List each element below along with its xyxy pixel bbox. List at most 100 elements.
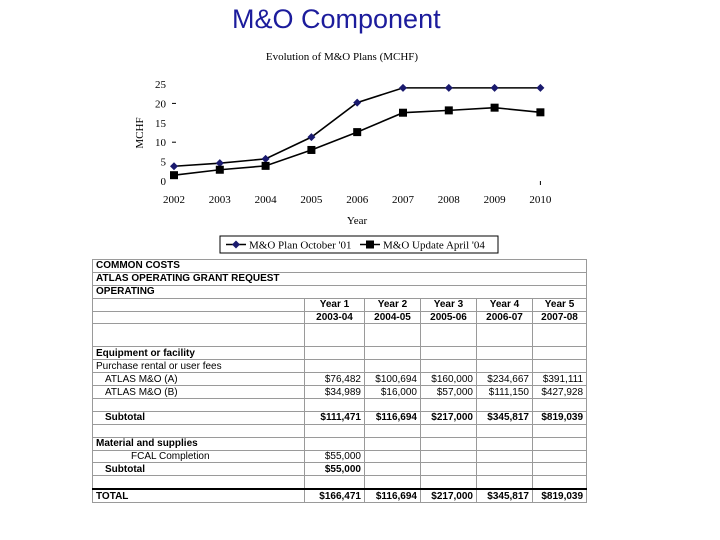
data-point-square — [215, 165, 224, 174]
data-point-diamond — [444, 83, 453, 92]
atlas-b-value: $427,928 — [531, 385, 588, 400]
header-operating: OPERATING — [91, 284, 588, 299]
total-value: $116,694 — [364, 488, 421, 504]
equipment-title: Equipment or facility — [92, 346, 305, 361]
year-4-header: Year 4 — [476, 297, 533, 312]
table-row-total: TOTAL $166,471 $116,694 $217,000 $345,81… — [92, 488, 588, 504]
x-tick-label: 2009 — [484, 194, 507, 206]
x-tick-label: 2010 — [529, 194, 552, 206]
data-point-diamond — [170, 162, 178, 171]
header-grant-request: ATLAS OPERATING GRANT REQUEST — [91, 271, 588, 286]
legend-marker-square — [366, 240, 374, 249]
header-common-costs: COMMON COSTS — [91, 259, 588, 273]
total-value: $345,817 — [476, 488, 533, 504]
atlas-b-value: $111,150 — [476, 385, 533, 400]
atlas-b-value: $57,000 — [420, 385, 477, 400]
data-point-square — [261, 161, 270, 170]
data-point-diamond — [215, 159, 224, 168]
subtotal-equipment-value: $111,471 — [304, 410, 365, 425]
subtotal-equipment-label: Subtotal — [92, 410, 305, 425]
y-tick-label: 20 — [155, 98, 167, 110]
y-tick-label: 0 — [161, 176, 167, 188]
data-point-square — [353, 128, 362, 137]
total-label: TOTAL — [92, 488, 305, 504]
year-1-header: Year 1 — [304, 297, 365, 312]
subtotal-equipment-value: $345,817 — [476, 410, 533, 425]
line-chart: Evolution of M&O Plans (MCHF) 0 5 10 15 20 25 M… — [134, 51, 552, 254]
slide-title: M&O Component — [232, 4, 441, 34]
subtotal-material-value: $55,000 — [304, 462, 365, 477]
budget-table: COMMON COSTS ATLAS OPERATING GRANT REQUE… — [91, 259, 588, 504]
atlas-a-value: $391,111 — [531, 372, 588, 387]
fcal-value: $55,000 — [304, 449, 365, 464]
year-2-header: Year 2 — [364, 297, 421, 312]
series-line-2 — [173, 106, 541, 176]
table-row-subtotal-material: Subtotal $55,000 — [92, 462, 588, 477]
period-1: 2003-04 — [304, 310, 365, 325]
data-point-square — [170, 171, 178, 180]
data-point-diamond — [399, 83, 407, 92]
data-point-square — [444, 106, 453, 115]
legend-marker-diamond — [232, 240, 240, 249]
subtotal-equipment-value: $217,000 — [420, 410, 477, 425]
table-row-atlas-b: ATLAS M&O (B) $34,989 $16,000 $57,000 $1… — [92, 385, 588, 400]
atlas-b-label: ATLAS M&O (B) — [92, 385, 305, 400]
data-point-diamond — [353, 98, 362, 107]
total-value: $217,000 — [420, 488, 477, 504]
x-tick-label: 2005 — [300, 194, 323, 206]
x-axis-label: Year — [347, 215, 368, 227]
table-row-atlas-a: ATLAS M&O (A) $76,482 $100,694 $160,000 … — [92, 372, 588, 387]
subtotal-material-label: Subtotal — [92, 462, 305, 477]
table-row-periods: 2003-04 2004-05 2005-06 2006-07 2007-08 — [92, 310, 588, 325]
chart-title: Evolution of M&O Plans (MCHF) — [266, 51, 419, 63]
atlas-a-label: ATLAS M&O (A) — [92, 372, 305, 387]
x-tick-label: 2008 — [438, 194, 461, 206]
atlas-a-value: $160,000 — [420, 372, 477, 387]
x-tick-label: 2004 — [255, 194, 278, 206]
legend-label: M&O Update April '04 — [383, 240, 485, 252]
subtotal-equipment-value: $116,694 — [364, 410, 421, 425]
atlas-a-value: $234,667 — [476, 372, 533, 387]
year-3-header: Year 3 — [420, 297, 477, 312]
data-point-square — [307, 145, 316, 154]
table-row-years: Year 1 Year 2 Year 3 Year 4 Year 5 — [92, 297, 588, 312]
atlas-b-value: $16,000 — [364, 385, 421, 400]
period-3: 2005-06 — [420, 310, 477, 325]
x-tick-label: 2002 — [163, 194, 185, 206]
atlas-a-value: $100,694 — [364, 372, 421, 387]
fcal-label: FCAL Completion — [92, 449, 305, 464]
data-point-diamond — [307, 133, 316, 142]
x-tick-label: 2007 — [392, 194, 415, 206]
data-point-diamond — [261, 154, 270, 163]
table-row: Purchase rental or user fees — [92, 359, 588, 374]
total-value: $819,039 — [531, 488, 588, 504]
y-tick-label: 5 — [161, 157, 167, 169]
y-axis-label: MCHF — [134, 117, 146, 148]
legend-label: M&O Plan October '01 — [249, 240, 352, 252]
subtotal-equipment-value: $819,039 — [531, 410, 588, 425]
total-value: $166,471 — [304, 488, 365, 504]
period-2: 2004-05 — [364, 310, 421, 325]
atlas-b-value: $34,989 — [304, 385, 365, 400]
material-title: Material and supplies — [92, 436, 305, 451]
y-tick-label: 15 — [155, 118, 167, 130]
table-row: Material and supplies — [92, 436, 588, 451]
table-row-fcal: FCAL Completion $55,000 — [92, 449, 588, 464]
atlas-a-value: $76,482 — [304, 372, 365, 387]
data-point-square — [536, 108, 545, 117]
table-row-subtotal-equipment: Subtotal $111,471 $116,694 $217,000 $345… — [92, 410, 588, 425]
y-tick-label: 10 — [155, 137, 167, 149]
data-point-square — [490, 103, 499, 112]
table-row: Equipment or facility — [92, 346, 588, 361]
year-5-header: Year 5 — [531, 297, 588, 312]
period-4: 2006-07 — [476, 310, 533, 325]
y-tick-label: 25 — [155, 79, 167, 91]
period-5: 2007-08 — [531, 310, 588, 325]
legend-box — [219, 235, 499, 254]
x-tick-label: 2003 — [209, 194, 232, 206]
data-point-diamond — [490, 83, 499, 92]
x-tick-label: 2006 — [346, 194, 369, 206]
purchase-label: Purchase rental or user fees — [92, 359, 305, 374]
data-point-square — [399, 108, 407, 117]
data-point-diamond — [536, 83, 545, 92]
